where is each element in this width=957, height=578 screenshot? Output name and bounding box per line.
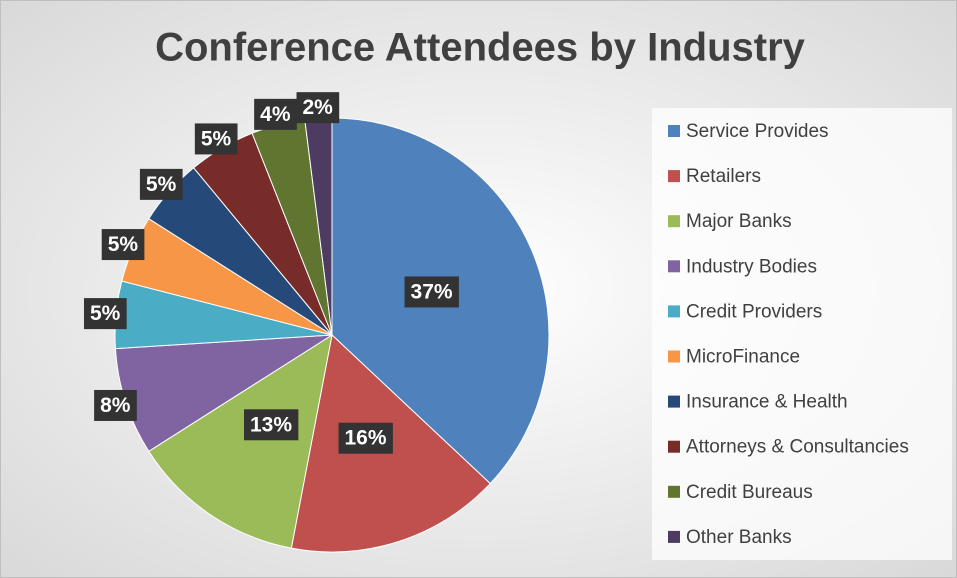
legend-swatch xyxy=(668,305,680,318)
data-label-box xyxy=(194,123,238,155)
legend-swatch xyxy=(668,395,680,408)
data-label: 37% xyxy=(411,280,453,303)
data-label: 4% xyxy=(260,103,291,126)
data-label-box xyxy=(254,98,297,130)
data-label-box xyxy=(83,298,127,330)
chart-title: Conference Attendees by Industry xyxy=(155,26,806,70)
data-label-box xyxy=(243,409,299,441)
pie-slice xyxy=(148,333,333,549)
legend-label: Service Provides xyxy=(686,121,829,142)
data-label: 5% xyxy=(146,173,177,196)
legend-swatch xyxy=(668,260,680,273)
data-label-box xyxy=(296,92,340,124)
legend-swatch xyxy=(668,125,680,137)
legend-label: Major Banks xyxy=(686,211,792,232)
legend-label: Credit Providers xyxy=(686,301,822,322)
legend-swatch xyxy=(668,350,680,363)
legend-label: MicroFinance xyxy=(686,347,800,368)
data-label: 16% xyxy=(345,427,387,450)
legend-swatch xyxy=(668,170,680,183)
legend-label: Attorneys & Consultancies xyxy=(686,437,909,458)
data-label-box xyxy=(94,389,137,421)
legend-swatch xyxy=(668,215,680,228)
data-label: 8% xyxy=(100,394,131,417)
legend-label: Insurance & Health xyxy=(686,392,848,413)
legend-swatch xyxy=(668,440,680,453)
data-label-box xyxy=(338,422,393,454)
legend-label: Industry Bodies xyxy=(686,256,817,277)
data-label: 5% xyxy=(90,302,121,325)
data-label-box xyxy=(101,229,145,261)
data-label: 5% xyxy=(108,233,139,256)
data-label-box xyxy=(139,168,183,200)
legend-label: Credit Bureaus xyxy=(686,482,813,503)
legend-label: Retailers xyxy=(686,166,761,187)
legend-swatch xyxy=(668,485,680,498)
data-label: 13% xyxy=(250,413,292,436)
legend-swatch xyxy=(668,530,680,543)
legend-label: Other Banks xyxy=(686,527,792,548)
legend-background xyxy=(652,108,952,560)
data-label: 2% xyxy=(303,96,334,119)
data-label: 5% xyxy=(201,127,232,150)
data-label-box xyxy=(404,276,459,308)
